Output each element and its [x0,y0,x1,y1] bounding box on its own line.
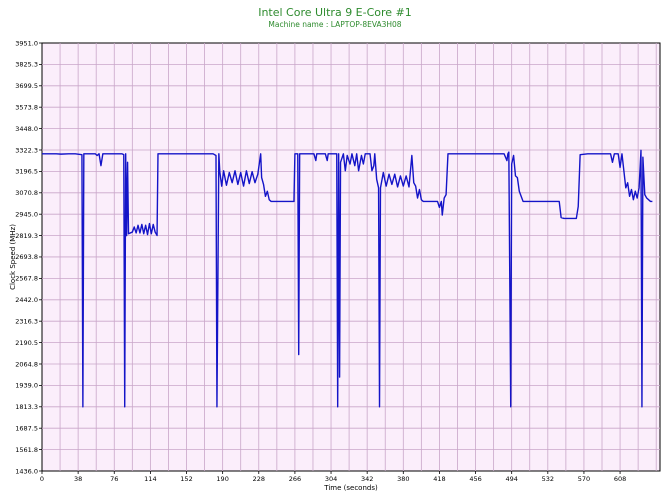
x-tick-label: 190 [216,475,228,483]
x-tick-label: 608 [614,475,626,483]
x-axis-label: Time (seconds) [323,484,378,492]
x-tick-label: 570 [578,475,590,483]
y-tick-label: 2064.8 [15,360,38,368]
x-tick-label: 342 [361,475,373,483]
y-tick-label: 3196.5 [15,168,38,176]
y-tick-label: 3825.3 [15,61,38,69]
y-tick-label: 3070.8 [15,189,38,197]
y-tick-label: 1561.8 [15,446,38,454]
x-tick-label: 152 [180,475,192,483]
chart-title: Intel Core Ultra 9 E-Core #1 [258,6,412,19]
chart-subtitle: Machine name : LAPTOP-8EVA3H08 [268,20,401,29]
y-tick-label: 1687.5 [15,425,38,433]
y-tick-label: 3699.5 [15,82,38,90]
x-tick-label: 266 [289,475,301,483]
y-tick-label: 2190.5 [15,339,38,347]
series-line-1 [42,149,653,408]
x-tick-label: 380 [397,475,409,483]
y-tick-label: 3951.0 [15,39,38,47]
x-tick-label: 304 [325,475,337,483]
x-tick-label: 494 [505,475,517,483]
y-tick-label: 2316.3 [15,317,38,325]
y-axis-label: Clock Speed (MHz) [9,224,17,290]
y-tick-label: 3448.0 [15,125,38,133]
grid-layer [42,43,660,471]
x-tick-label: 456 [469,475,481,483]
y-tick-label: 3573.8 [15,103,38,111]
y-tick-label: 1939.0 [15,382,38,390]
x-tick-label: 114 [144,475,156,483]
x-tick-label: 228 [253,475,265,483]
y-tick-label: 2819.3 [15,232,38,240]
tick-layer: 3951.0 3825.3 3699.5 3573.8 3448.0 3322.3 3196… [15,39,626,483]
y-tick-label: 1813.3 [15,403,38,411]
y-tick-label: 3322.3 [15,146,38,154]
x-tick-label: 418 [433,475,445,483]
x-tick-label: 76 [110,475,118,483]
y-tick-label: 2945.0 [15,211,38,219]
series-layer [42,149,653,408]
x-tick-label: 532 [542,475,554,483]
x-tick-label: 0 [40,475,44,483]
x-tick-label: 38 [74,475,82,483]
y-tick-label: 2442.0 [15,296,38,304]
y-tick-label: 2693.8 [15,253,38,261]
y-tick-label: 1436.0 [15,467,38,475]
y-tick-label: 2567.8 [15,275,38,283]
